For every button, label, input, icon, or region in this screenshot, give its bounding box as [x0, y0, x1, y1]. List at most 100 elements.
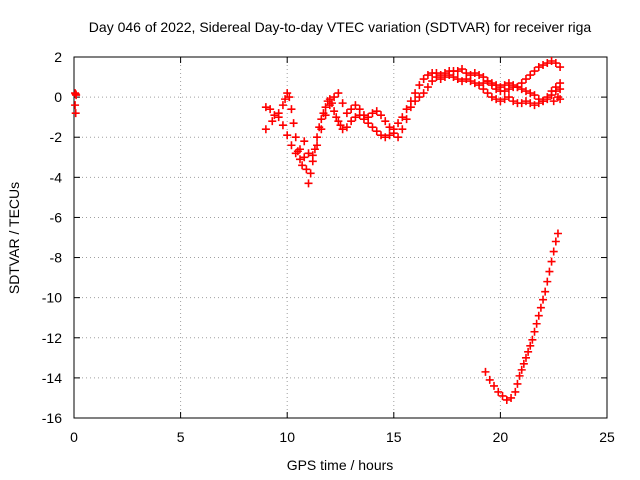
data-point-marker — [295, 155, 304, 164]
x-tick-label: 25 — [599, 429, 615, 445]
data-point-marker — [313, 141, 322, 150]
data-point-marker — [338, 125, 347, 134]
series-group — [479, 77, 565, 106]
data-point-marker — [539, 97, 548, 106]
data-point-marker — [300, 137, 309, 146]
data-point-marker — [543, 277, 552, 286]
data-point-marker — [402, 105, 411, 114]
data-point-marker — [453, 75, 462, 84]
data-point-marker — [351, 113, 360, 122]
data-point-marker — [385, 131, 394, 140]
data-point-marker — [500, 95, 509, 104]
data-point-marker — [278, 121, 287, 130]
x-tick-label: 5 — [177, 429, 185, 445]
data-point-marker — [359, 111, 368, 120]
data-point-marker — [521, 87, 530, 96]
data-point-marker — [377, 131, 386, 140]
data-point-marker — [377, 111, 386, 120]
data-point-marker — [449, 73, 458, 82]
data-point-marker — [526, 99, 535, 108]
y-tick-label: -14 — [42, 370, 62, 386]
data-point-marker — [317, 125, 326, 134]
data-point-marker — [419, 75, 428, 84]
data-point-marker — [436, 75, 445, 84]
data-point-marker — [539, 61, 548, 70]
data-point-marker — [304, 179, 313, 188]
data-point-marker — [509, 81, 518, 90]
data-point-marker — [524, 347, 533, 356]
data-point-marker — [528, 335, 537, 344]
data-point-marker — [308, 151, 317, 160]
x-axis-label: GPS time / hours — [287, 457, 394, 473]
data-point-marker — [479, 79, 488, 88]
y-axis-label: SDTVAR / TECUs — [6, 182, 22, 294]
axis-ticks — [73, 56, 608, 419]
data-point-marker — [551, 59, 560, 68]
data-point-marker — [415, 93, 424, 102]
data-point-marker — [485, 375, 494, 384]
data-point-marker — [483, 89, 492, 98]
data-point-marker — [530, 327, 539, 336]
data-point-marker — [547, 57, 556, 66]
data-point-marker — [283, 131, 292, 140]
data-point-marker — [406, 103, 415, 112]
y-tick-label: 0 — [54, 89, 62, 105]
data-point-marker — [517, 365, 526, 374]
data-point-marker — [381, 133, 390, 142]
y-tick-label: 2 — [54, 49, 62, 65]
data-point-marker — [321, 111, 330, 120]
y-tick-label: -6 — [50, 209, 63, 225]
data-point-marker — [509, 97, 518, 106]
data-point-marker — [372, 127, 381, 136]
data-point-marker — [270, 111, 279, 120]
data-point-marker — [428, 77, 437, 86]
data-point-marker — [500, 81, 509, 90]
data-point-marker — [504, 79, 513, 88]
data-point-marker — [338, 99, 347, 108]
data-point-marker — [534, 63, 543, 72]
data-points — [71, 57, 565, 404]
data-point-marker — [278, 101, 287, 110]
x-tick-label: 10 — [279, 429, 295, 445]
data-point-marker — [332, 113, 341, 122]
data-point-marker — [498, 391, 507, 400]
data-point-marker — [504, 93, 513, 102]
data-point-marker — [298, 161, 307, 170]
data-point-marker — [526, 89, 535, 98]
data-point-marker — [342, 123, 351, 132]
data-point-marker — [553, 93, 562, 102]
data-point-marker — [556, 63, 565, 72]
data-point-marker — [415, 81, 424, 90]
data-point-marker — [355, 105, 364, 114]
series-group — [261, 57, 565, 188]
data-point-marker — [490, 381, 499, 390]
data-point-marker — [453, 67, 462, 76]
data-point-marker — [364, 113, 373, 122]
data-point-marker — [487, 79, 496, 88]
data-point-marker — [389, 129, 398, 138]
y-tick-label: -16 — [42, 410, 62, 426]
data-point-marker — [310, 145, 319, 154]
data-point-marker — [268, 117, 277, 126]
x-tick-labels: 0 5 10 15 20 25 — [70, 429, 615, 445]
data-point-marker — [494, 387, 503, 396]
data-point-marker — [306, 169, 315, 178]
data-point-marker — [462, 75, 471, 84]
series-group — [71, 89, 81, 118]
data-point-marker — [283, 89, 292, 98]
data-point-marker — [526, 71, 535, 80]
data-point-marker — [547, 257, 556, 266]
data-point-marker — [381, 117, 390, 126]
data-point-marker — [458, 65, 467, 74]
data-point-marker — [517, 85, 526, 94]
data-point-marker — [551, 87, 560, 96]
data-point-marker — [536, 303, 545, 312]
data-point-marker — [368, 123, 377, 132]
data-point-marker — [526, 341, 535, 350]
data-point-marker — [71, 101, 80, 110]
y-tick-labels: 2 0 -2 -4 -6 -8 -10 -12 -14 -16 — [42, 49, 62, 426]
series-group — [261, 71, 565, 160]
data-point-marker — [300, 153, 309, 162]
data-point-marker — [313, 133, 322, 142]
series-group — [481, 229, 562, 404]
